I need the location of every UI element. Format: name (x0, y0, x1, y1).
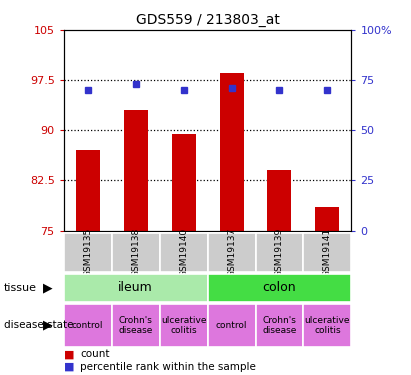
Bar (303, 232, 351, 272)
Bar (64, 232, 112, 272)
Bar (208, 274, 351, 302)
Text: GSM19141: GSM19141 (323, 228, 332, 277)
Bar (64, 274, 208, 302)
Bar (268, 170, 291, 231)
Text: Crohn's
disease: Crohn's disease (118, 316, 153, 335)
Bar (112, 232, 159, 272)
Text: GSM19140: GSM19140 (179, 228, 188, 277)
Bar (172, 134, 196, 231)
Text: control: control (216, 321, 247, 330)
Text: control: control (72, 321, 104, 330)
Text: colon: colon (263, 281, 296, 294)
Bar (159, 232, 208, 272)
Bar (64, 304, 112, 347)
Bar (159, 304, 208, 347)
Text: percentile rank within the sample: percentile rank within the sample (80, 362, 256, 372)
Text: ulcerative
colitis: ulcerative colitis (305, 316, 350, 335)
Text: ■: ■ (64, 362, 78, 372)
Bar (219, 74, 243, 231)
Bar (256, 304, 303, 347)
Text: ■: ■ (64, 350, 78, 359)
Text: ileum: ileum (118, 281, 153, 294)
Bar (124, 110, 148, 231)
Bar (112, 304, 159, 347)
Bar (303, 304, 351, 347)
Bar (208, 304, 256, 347)
Text: tissue: tissue (4, 283, 37, 293)
Text: GSM19138: GSM19138 (131, 228, 140, 277)
Bar (76, 150, 100, 231)
Text: ▶: ▶ (43, 281, 53, 294)
Text: GDS559 / 213803_at: GDS559 / 213803_at (136, 13, 279, 27)
Text: disease state: disease state (4, 320, 74, 330)
Text: GSM19135: GSM19135 (83, 228, 92, 277)
Text: ulcerative
colitis: ulcerative colitis (161, 316, 206, 335)
Text: GSM19137: GSM19137 (227, 228, 236, 277)
Bar (256, 232, 303, 272)
Bar (208, 232, 256, 272)
Text: Crohn's
disease: Crohn's disease (262, 316, 297, 335)
Text: count: count (80, 350, 110, 359)
Bar (315, 207, 339, 231)
Text: ▶: ▶ (43, 319, 53, 332)
Text: GSM19139: GSM19139 (275, 228, 284, 277)
